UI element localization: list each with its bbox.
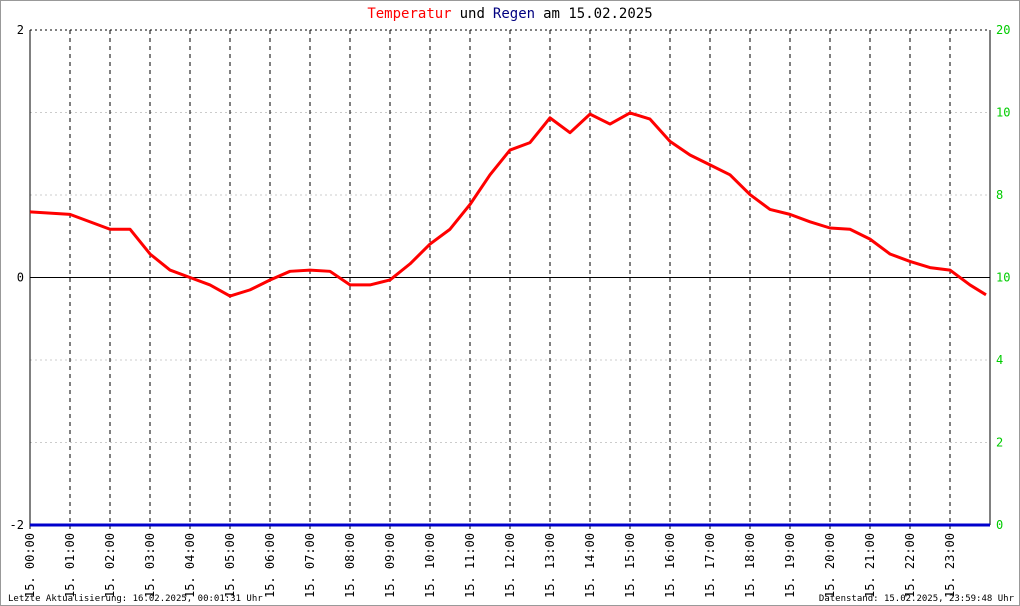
x-tick-label: 15. 18:00 [743,533,757,598]
x-tick-label: 15. 10:00 [423,533,437,598]
series-line [29,111,987,298]
title-part: Temperatur [367,6,451,22]
y-tick-label: -2 [10,518,24,532]
x-tick-label: 15. 02:00 [103,533,117,598]
x-tick-label: 15. 00:00 [23,533,37,598]
x-tick-label: 15. 15:00 [623,533,637,598]
x-tick-label: 15. 21:00 [863,533,877,598]
y2-tick-label: 2 [996,436,1003,450]
x-tick-label: 15. 09:00 [383,533,397,598]
x-tick-label: 15. 12:00 [503,533,517,598]
y2-tick-label: 8 [996,188,1003,202]
x-tick-label: 15. 22:00 [903,533,917,598]
y2-tick-label: 10 [996,271,1010,285]
x-tick-label: 15. 14:00 [583,533,597,598]
x-tick-label: 15. 13:00 [543,533,557,598]
x-tick-label: 15. 16:00 [663,533,677,598]
y-tick-label: 0 [17,271,24,285]
footer-right: Datenstand: 15.02.2025, 23:59:48 Uhr [819,594,1015,604]
y2-tick-label: 0 [996,518,1003,532]
title-part: Regen [493,6,535,22]
chart-title: Temperatur und Regen am 15.02.2025 [367,6,652,22]
x-tick-label: 15. 08:00 [343,533,357,598]
title-part: und [460,6,485,22]
y2-tick-label: 20 [996,23,1010,37]
x-tick-label: 15. 17:00 [703,533,717,598]
title-part: am 15.02.2025 [543,6,653,22]
y2-tick-label: 4 [996,353,1003,367]
x-tick-label: 15. 11:00 [463,533,477,598]
y2-tick-label: 10 [996,106,1010,120]
x-tick-label: 15. 05:00 [223,533,237,598]
x-tick-label: 15. 07:00 [303,533,317,598]
x-tick-label: 15. 01:00 [63,533,77,598]
x-tick-label: 15. 06:00 [263,533,277,598]
x-tick-label: 15. 03:00 [143,533,157,598]
y-tick-label: 2 [17,23,24,37]
footer-left: Letzte Aktualisierung: 16.02.2025, 00:01… [8,594,263,604]
x-tick-label: 15. 19:00 [783,533,797,598]
x-tick-label: 15. 23:00 [943,533,957,598]
x-tick-label: 15. 04:00 [183,533,197,598]
x-tick-label: 15. 20:00 [823,533,837,598]
